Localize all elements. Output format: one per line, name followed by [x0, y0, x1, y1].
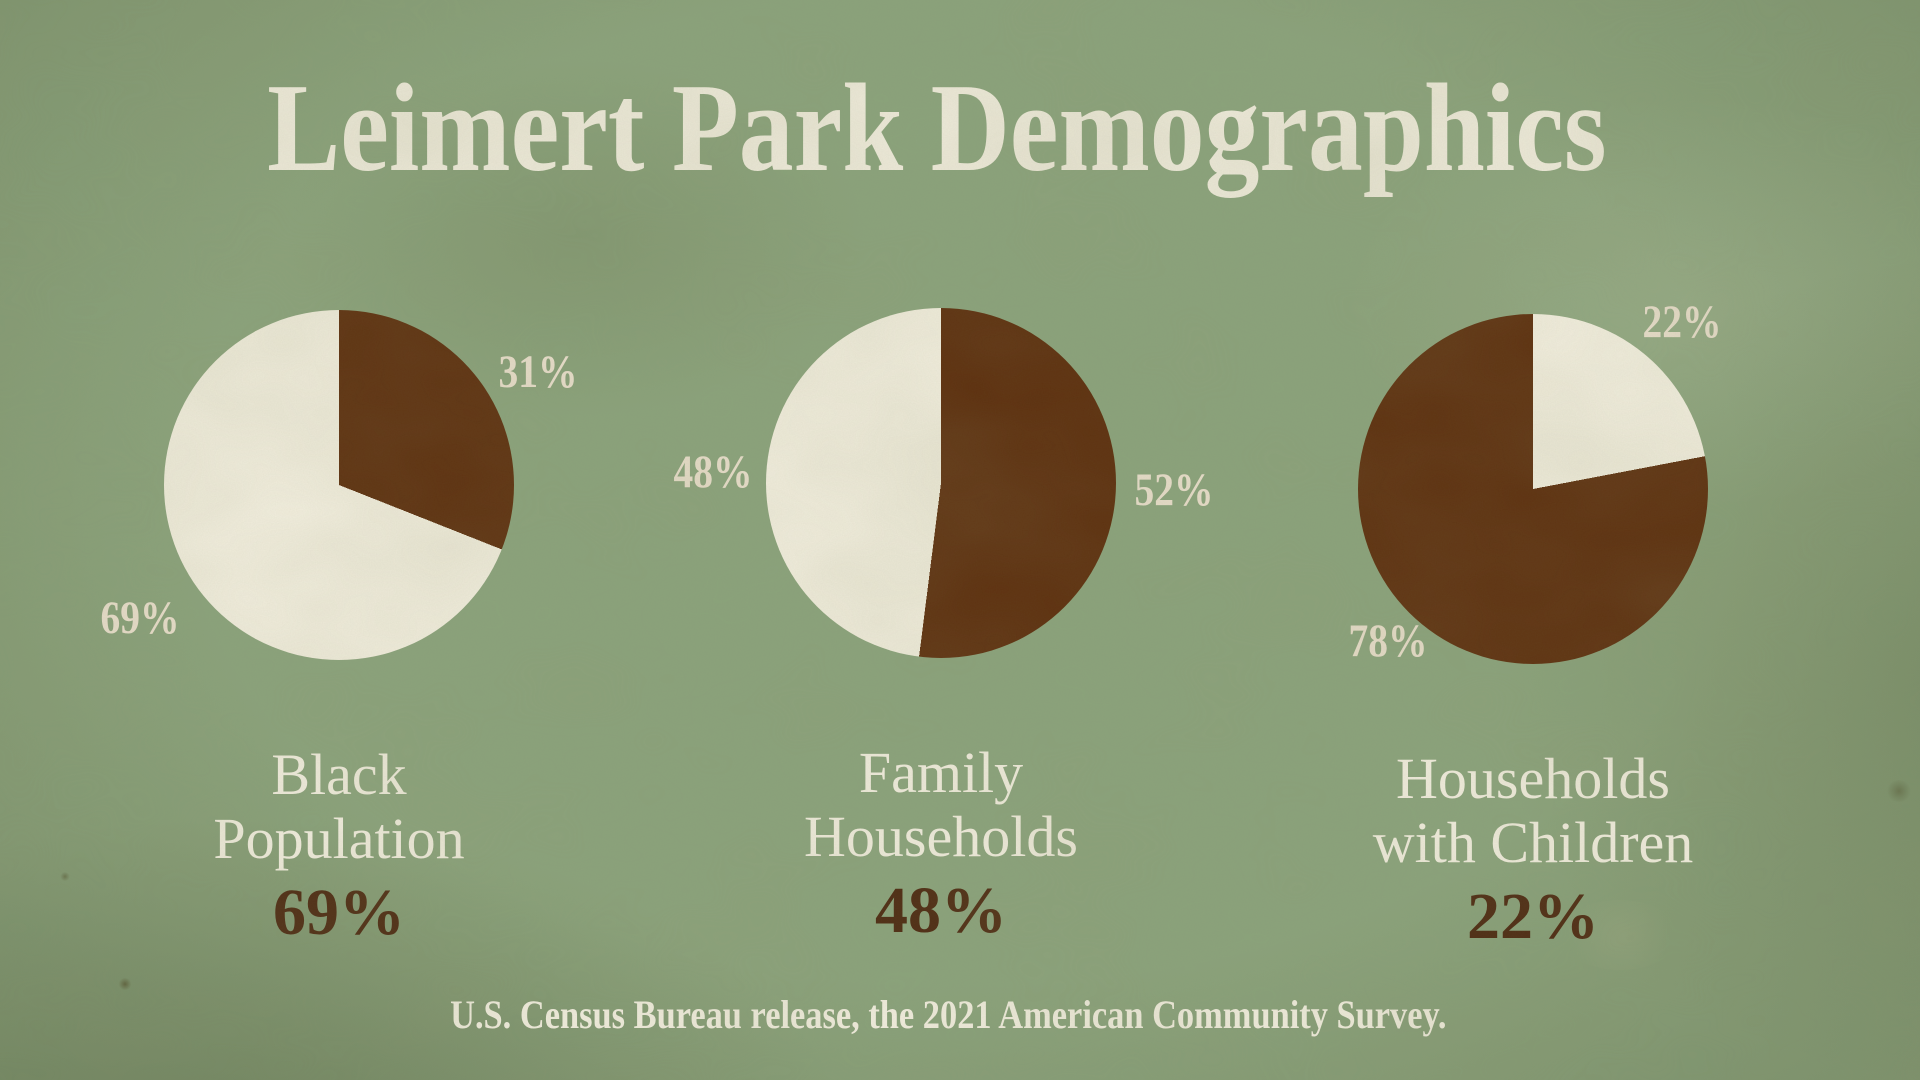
pie-caption: Households with Children 22%	[1253, 747, 1813, 953]
pie-chart-black-population	[164, 310, 514, 660]
caption-line: with Children	[1372, 810, 1694, 875]
page-title: Leimert Park Demographics	[267, 59, 1607, 198]
paper-stain	[1886, 780, 1912, 802]
slice-label: 78%	[1348, 615, 1428, 667]
caption-line: Population	[213, 806, 465, 871]
pie-caption: Black Population 69%	[59, 743, 619, 949]
paper-stain	[118, 978, 132, 990]
slice-label: 22%	[1642, 296, 1722, 348]
caption-value: 48%	[875, 874, 1007, 947]
source-note: U.S. Census Bureau release, the 2021 Ame…	[449, 992, 1447, 1037]
pie-chart-family-households	[766, 308, 1116, 658]
caption-value: 69%	[273, 876, 405, 949]
caption-line: Family	[858, 740, 1024, 805]
pie-caption: Family Households 48%	[661, 741, 1221, 947]
caption-line: Households	[804, 804, 1078, 869]
slice-label: 31%	[498, 346, 578, 398]
slice-label: 52%	[1134, 464, 1214, 516]
caption-line: Black	[271, 742, 407, 807]
caption-line: Households	[1396, 746, 1670, 811]
pie-chart-households-with-children	[1358, 314, 1708, 664]
slice-label: 69%	[100, 592, 180, 644]
slice-label: 48%	[673, 446, 753, 498]
caption-value: 22%	[1467, 880, 1599, 953]
